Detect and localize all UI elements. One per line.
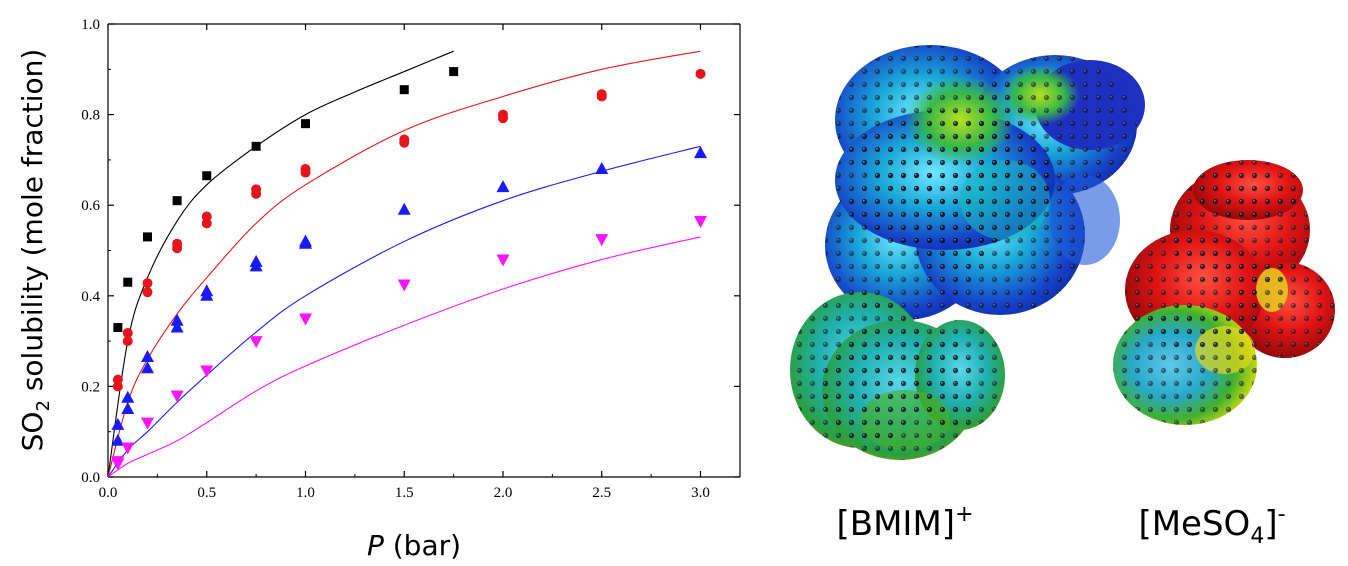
data-point-series-4 bbox=[694, 216, 707, 229]
data-point-series-2 bbox=[695, 68, 706, 79]
y-tick-label: 1.0 bbox=[81, 17, 100, 33]
data-point-series-4 bbox=[170, 390, 184, 403]
data-point-series-3 bbox=[170, 320, 184, 333]
x-axis-title-unit: (bar) bbox=[384, 529, 461, 562]
fit-line-series-2 bbox=[107, 50, 701, 478]
data-point-series-4 bbox=[496, 254, 510, 267]
data-point-series-2 bbox=[142, 287, 153, 298]
x-ticks: 0.0 0.5 1.0 1.5 2.0 2.5 3.0 bbox=[99, 24, 710, 501]
data-point-series-2 bbox=[112, 381, 123, 392]
y-axis-title-post: solubility (mole fraction) bbox=[16, 49, 49, 400]
data-point-series-2 bbox=[122, 336, 133, 347]
data-point-series-4 bbox=[111, 458, 125, 471]
data-point-series-2 bbox=[142, 278, 153, 289]
data-point-series-1 bbox=[251, 141, 261, 151]
fit-line-series-4 bbox=[107, 236, 701, 478]
data-point-series-4 bbox=[299, 313, 312, 326]
data-point-series-4 bbox=[595, 234, 609, 247]
data-point-series-3 bbox=[595, 161, 609, 174]
y-axis-title: SO2 solubility (mole fraction) bbox=[16, 49, 54, 452]
anion-label-pre: [MeSO bbox=[1138, 504, 1250, 544]
anion-label-post: ] bbox=[1264, 504, 1277, 544]
anion-label: [MeSO4]- bbox=[1138, 502, 1285, 549]
data-point-series-4 bbox=[249, 336, 263, 349]
data-point-series-2 bbox=[596, 91, 607, 102]
data-point-series-2 bbox=[201, 218, 212, 229]
data-point-series-3 bbox=[111, 417, 125, 430]
anion-label-charge: - bbox=[1278, 502, 1286, 527]
x-tick-label: 0.5 bbox=[197, 485, 216, 501]
data-point-series-4 bbox=[141, 417, 154, 430]
y-tick-label: 0.8 bbox=[81, 108, 100, 124]
data-point-series-1 bbox=[113, 323, 123, 333]
data-point-series-4 bbox=[121, 442, 135, 455]
y-tick-label: 0.0 bbox=[81, 470, 100, 486]
fit-lines bbox=[107, 50, 701, 478]
fit-line-series-1 bbox=[107, 50, 454, 478]
data-point-series-1 bbox=[399, 85, 409, 95]
data-point-series-1 bbox=[143, 232, 152, 242]
y-tick-label: 0.4 bbox=[81, 289, 100, 305]
data-point-series-1 bbox=[202, 171, 212, 181]
data-point-series-1 bbox=[449, 67, 459, 77]
data-point-series-2 bbox=[172, 243, 183, 254]
y-axis-title-pre: SO bbox=[16, 412, 49, 452]
y-axis-title-sub: 2 bbox=[33, 400, 54, 411]
data-point-series-1 bbox=[123, 277, 133, 287]
data-point-series-3 bbox=[299, 234, 312, 247]
data-point-series-2 bbox=[498, 113, 508, 124]
y-tick-label: 0.2 bbox=[81, 379, 100, 395]
data-point-series-3 bbox=[694, 146, 707, 159]
data-point-series-2 bbox=[122, 327, 133, 338]
x-axis-title: P (bar) bbox=[367, 529, 461, 562]
data-point-series-3 bbox=[200, 284, 214, 297]
cation-label-text: [BMIM] bbox=[837, 504, 956, 544]
data-points bbox=[111, 67, 707, 471]
x-tick-label: 2.5 bbox=[592, 485, 611, 501]
data-point-series-3 bbox=[121, 390, 135, 403]
data-point-series-3 bbox=[111, 433, 125, 446]
data-point-series-2 bbox=[300, 167, 311, 178]
x-axis-title-var: P bbox=[367, 529, 384, 562]
data-point-series-3 bbox=[170, 313, 184, 326]
data-point-series-1 bbox=[301, 119, 310, 129]
data-point-series-2 bbox=[251, 188, 262, 199]
x-tick-label: 1.0 bbox=[296, 485, 315, 501]
plot-area: 0.0 0.5 1.0 1.5 2.0 2.5 3.0 0.0 0.2 0.4 0.6 0.8 1.0 bbox=[81, 17, 741, 501]
cation-label-charge: + bbox=[955, 502, 973, 527]
meso4-molecule-image bbox=[1113, 160, 1335, 425]
x-tick-label: 0.0 bbox=[99, 485, 118, 501]
x-tick-label: 3.0 bbox=[691, 485, 710, 501]
data-point-series-3 bbox=[397, 202, 411, 215]
bmim-molecule-image bbox=[790, 45, 1145, 460]
data-point-series-3 bbox=[141, 349, 154, 362]
data-point-series-4 bbox=[397, 279, 411, 292]
x-tick-label: 2.0 bbox=[494, 485, 513, 501]
data-point-series-4 bbox=[200, 365, 214, 378]
y-ticks: 0.0 0.2 0.4 0.6 0.8 1.0 bbox=[81, 17, 740, 486]
cation-label: [BMIM]+ bbox=[837, 502, 974, 544]
x-tick-label: 1.5 bbox=[395, 485, 414, 501]
y-tick-label: 0.6 bbox=[81, 198, 100, 214]
fit-line-series-3 bbox=[107, 145, 701, 478]
data-point-series-3 bbox=[249, 254, 263, 267]
data-point-series-2 bbox=[399, 137, 410, 148]
data-point-series-3 bbox=[121, 402, 135, 415]
data-point-series-1 bbox=[172, 196, 182, 206]
anion-label-sub: 4 bbox=[1250, 524, 1264, 549]
data-point-series-3 bbox=[496, 180, 510, 193]
data-point-series-3 bbox=[141, 361, 154, 374]
